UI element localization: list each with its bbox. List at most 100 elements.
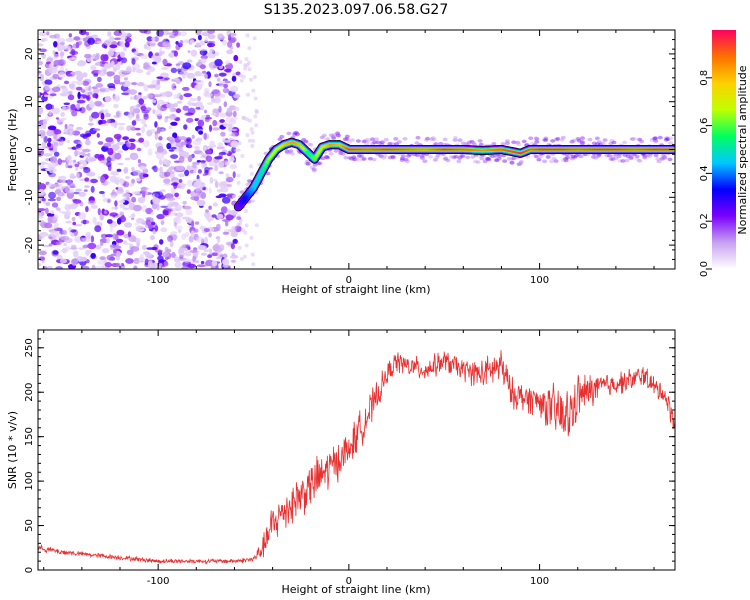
noise-blob <box>103 210 107 215</box>
noise-blob <box>254 123 259 128</box>
noise-blob <box>236 173 241 178</box>
ridge-halo <box>359 154 365 158</box>
noise-blob <box>82 237 92 243</box>
noise-blob <box>116 168 122 172</box>
noise-blob <box>207 42 216 48</box>
noise-blob <box>133 258 140 265</box>
noise-blob <box>191 220 195 228</box>
noise-blob <box>97 208 101 216</box>
noise-blob <box>96 221 102 225</box>
noise-blob <box>196 264 206 268</box>
noise-blob <box>70 244 77 250</box>
ridge-halo <box>370 142 376 146</box>
noise-blob <box>53 53 60 58</box>
noise-blob <box>190 230 195 238</box>
noise-blob <box>38 183 47 191</box>
ridge-halo <box>609 139 615 143</box>
ridge-halo <box>637 137 643 142</box>
noise-blob <box>89 178 98 184</box>
noise-blob <box>205 259 215 267</box>
snr-y-tick-label: 200 <box>24 383 35 402</box>
noise-blob <box>214 164 219 172</box>
noise-blob <box>175 63 181 66</box>
noise-blob <box>207 30 215 34</box>
noise-blob <box>64 204 71 211</box>
noise-blob <box>187 155 193 163</box>
noise-blob <box>205 149 212 155</box>
noise-blob <box>190 102 197 107</box>
noise-blob <box>88 157 97 162</box>
noise-blob <box>229 156 235 162</box>
noise-blob <box>126 125 132 132</box>
noise-blob <box>194 80 198 84</box>
noise-blob <box>203 87 210 93</box>
noise-blob <box>148 224 153 230</box>
ridge-halo <box>311 167 317 172</box>
noise-blob <box>156 145 164 153</box>
noise-blob <box>178 136 187 141</box>
ridge-halo <box>656 159 662 164</box>
ridge-halo <box>321 133 327 138</box>
noise-blob <box>231 117 239 120</box>
ridge-halo <box>500 142 506 146</box>
ridge-halo <box>361 157 367 161</box>
noise-blob <box>131 236 137 242</box>
noise-blob <box>87 91 93 95</box>
ridge-halo <box>565 155 570 160</box>
ridge-halo <box>451 155 456 159</box>
noise-blob <box>200 191 206 200</box>
ridge-halo <box>303 139 309 144</box>
noise-blob <box>153 94 162 98</box>
noise-blob <box>106 160 112 168</box>
noise-blob <box>224 80 231 84</box>
noise-blob <box>174 192 180 198</box>
ridge-halo <box>477 154 483 158</box>
noise-blob <box>143 43 148 50</box>
noise-blob <box>173 221 177 227</box>
noise-blob <box>178 156 185 163</box>
ridge-halo <box>376 141 382 145</box>
noise-blob <box>80 237 84 243</box>
noise-blob <box>171 182 180 186</box>
noise-blob <box>140 186 147 194</box>
noise-blob <box>158 159 163 166</box>
noise-blob <box>110 171 119 176</box>
noise-blob <box>146 107 152 111</box>
noise-blob <box>205 209 209 213</box>
ridge-halo <box>545 155 551 159</box>
ridge-halo <box>579 140 585 144</box>
noise-blob <box>124 41 130 48</box>
noise-blob <box>77 72 81 77</box>
noise-blob <box>85 31 90 36</box>
ridge-halo <box>335 133 341 138</box>
noise-blob <box>204 37 208 43</box>
noise-blob <box>66 73 73 77</box>
noise-blob <box>152 109 156 115</box>
noise-blob <box>219 119 225 123</box>
noise-blob <box>76 172 80 179</box>
noise-blob <box>197 119 205 128</box>
noise-blob <box>142 96 148 100</box>
noise-blob <box>53 214 59 221</box>
noise-blob <box>160 205 169 208</box>
noise-blob <box>220 131 226 137</box>
noise-blob <box>166 32 175 35</box>
ridge-halo <box>346 140 352 144</box>
noise-blob <box>106 71 115 76</box>
noise-blob <box>212 119 218 127</box>
noise-blob <box>100 176 106 184</box>
noise-blob <box>203 92 213 98</box>
ridge-halo <box>394 142 399 146</box>
ridge-halo <box>533 154 539 159</box>
noise-blob <box>79 159 86 165</box>
noise-blob <box>151 61 157 65</box>
ridge-halo <box>479 156 485 161</box>
noise-blob <box>56 196 62 202</box>
noise-blob <box>236 42 241 48</box>
noise-blob <box>43 153 53 157</box>
noise-blob <box>152 165 158 173</box>
noise-blob <box>122 80 131 88</box>
noise-blob <box>39 231 49 237</box>
noise-blob <box>38 125 44 129</box>
ridge-halo <box>434 155 440 160</box>
